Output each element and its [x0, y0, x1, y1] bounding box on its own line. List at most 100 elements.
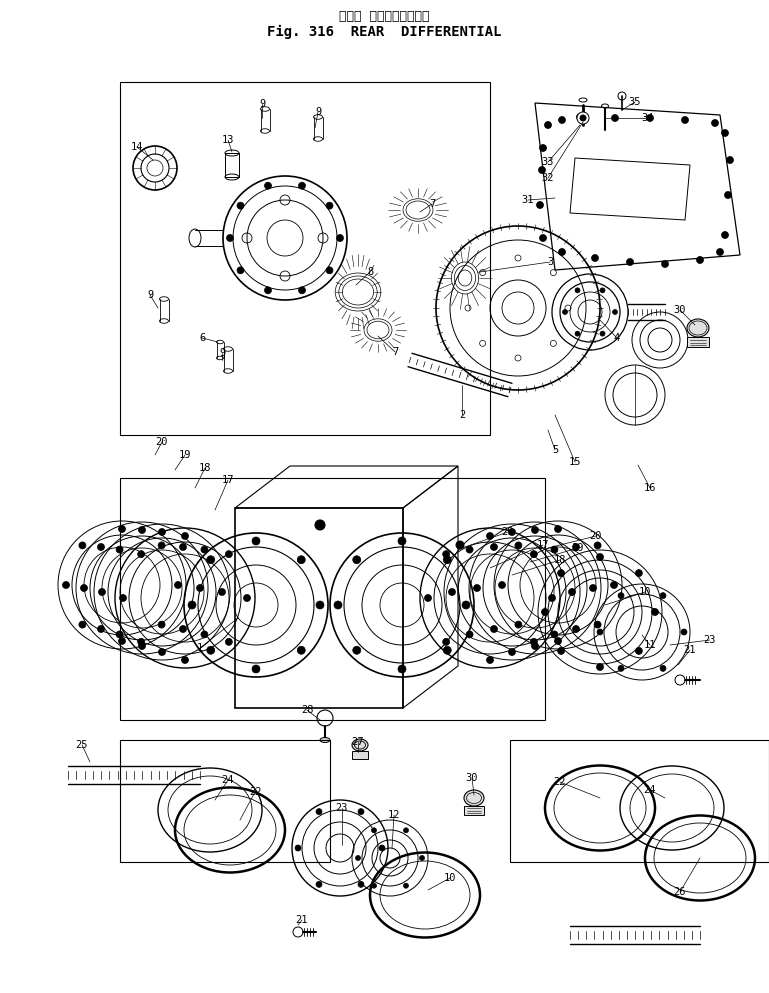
Circle shape	[201, 631, 208, 638]
Circle shape	[597, 553, 604, 560]
Circle shape	[197, 585, 204, 592]
Circle shape	[538, 167, 545, 174]
Circle shape	[119, 595, 126, 602]
Circle shape	[498, 582, 505, 589]
Text: 17: 17	[221, 475, 235, 485]
Circle shape	[515, 621, 522, 629]
Circle shape	[98, 626, 105, 633]
Text: 10: 10	[444, 873, 456, 883]
Circle shape	[138, 551, 145, 558]
Circle shape	[116, 546, 123, 553]
Circle shape	[681, 629, 687, 635]
Bar	[225, 153, 239, 177]
Circle shape	[515, 542, 522, 549]
Circle shape	[727, 157, 734, 164]
Circle shape	[456, 541, 464, 549]
Circle shape	[265, 287, 271, 294]
Text: 1: 1	[197, 643, 203, 653]
Text: 9: 9	[219, 348, 225, 358]
Circle shape	[577, 113, 584, 120]
Circle shape	[591, 254, 598, 261]
Circle shape	[98, 543, 105, 550]
Circle shape	[79, 542, 86, 549]
Circle shape	[577, 112, 589, 124]
Ellipse shape	[320, 738, 330, 743]
Circle shape	[207, 646, 215, 654]
Circle shape	[600, 288, 605, 293]
Circle shape	[158, 621, 165, 629]
Text: 10: 10	[639, 587, 651, 597]
Text: 9: 9	[315, 107, 321, 117]
Circle shape	[600, 331, 605, 337]
Circle shape	[443, 556, 451, 564]
Circle shape	[474, 585, 481, 592]
Text: 5: 5	[552, 445, 558, 455]
Text: 11: 11	[644, 640, 656, 650]
Circle shape	[353, 556, 361, 564]
Circle shape	[531, 526, 538, 533]
Text: 13: 13	[221, 135, 235, 145]
Circle shape	[116, 631, 123, 638]
Circle shape	[398, 537, 406, 545]
Text: 27: 27	[351, 737, 365, 747]
Text: 12: 12	[388, 810, 400, 820]
Text: 2: 2	[459, 410, 465, 420]
Circle shape	[443, 551, 450, 558]
Circle shape	[597, 663, 604, 670]
Circle shape	[531, 642, 538, 649]
Text: Fig. 316  REAR  DIFFERENTIAL: Fig. 316 REAR DIFFERENTIAL	[267, 25, 501, 39]
Circle shape	[681, 116, 688, 123]
Circle shape	[315, 520, 325, 530]
Circle shape	[508, 648, 515, 655]
Circle shape	[466, 631, 473, 638]
Circle shape	[237, 267, 244, 274]
Text: 8: 8	[367, 267, 373, 277]
Circle shape	[661, 260, 668, 267]
Circle shape	[337, 234, 344, 241]
Circle shape	[118, 638, 125, 644]
Text: 23: 23	[704, 635, 716, 645]
Text: 20: 20	[156, 437, 168, 447]
Circle shape	[575, 331, 580, 337]
Text: 3: 3	[547, 257, 553, 267]
Circle shape	[443, 646, 451, 654]
Text: 21: 21	[296, 915, 308, 925]
Text: 18: 18	[198, 463, 211, 473]
Circle shape	[81, 585, 88, 592]
Circle shape	[537, 202, 544, 209]
Text: 23: 23	[336, 803, 348, 813]
Circle shape	[721, 129, 728, 136]
Circle shape	[118, 525, 125, 532]
Circle shape	[590, 585, 597, 592]
Circle shape	[175, 582, 181, 589]
Text: 24: 24	[221, 775, 235, 785]
Bar	[352, 751, 368, 759]
Circle shape	[158, 542, 165, 549]
Circle shape	[711, 119, 718, 126]
Circle shape	[218, 589, 225, 596]
Circle shape	[572, 626, 580, 633]
Circle shape	[611, 114, 618, 121]
Circle shape	[575, 288, 580, 293]
Circle shape	[531, 638, 538, 645]
Circle shape	[326, 203, 333, 210]
Circle shape	[326, 267, 333, 274]
Circle shape	[558, 570, 564, 577]
Circle shape	[138, 638, 145, 645]
Text: 6: 6	[199, 333, 205, 343]
Circle shape	[594, 621, 601, 629]
Circle shape	[554, 525, 561, 532]
Circle shape	[531, 551, 538, 558]
Bar	[464, 806, 484, 815]
Circle shape	[558, 647, 564, 654]
Text: 33: 33	[541, 157, 554, 167]
Circle shape	[612, 310, 618, 315]
Circle shape	[404, 828, 408, 833]
Circle shape	[316, 601, 324, 609]
Circle shape	[487, 656, 494, 663]
Circle shape	[572, 543, 580, 550]
Circle shape	[355, 856, 361, 861]
Circle shape	[371, 828, 377, 833]
Text: 19: 19	[178, 450, 191, 460]
Circle shape	[179, 626, 187, 633]
